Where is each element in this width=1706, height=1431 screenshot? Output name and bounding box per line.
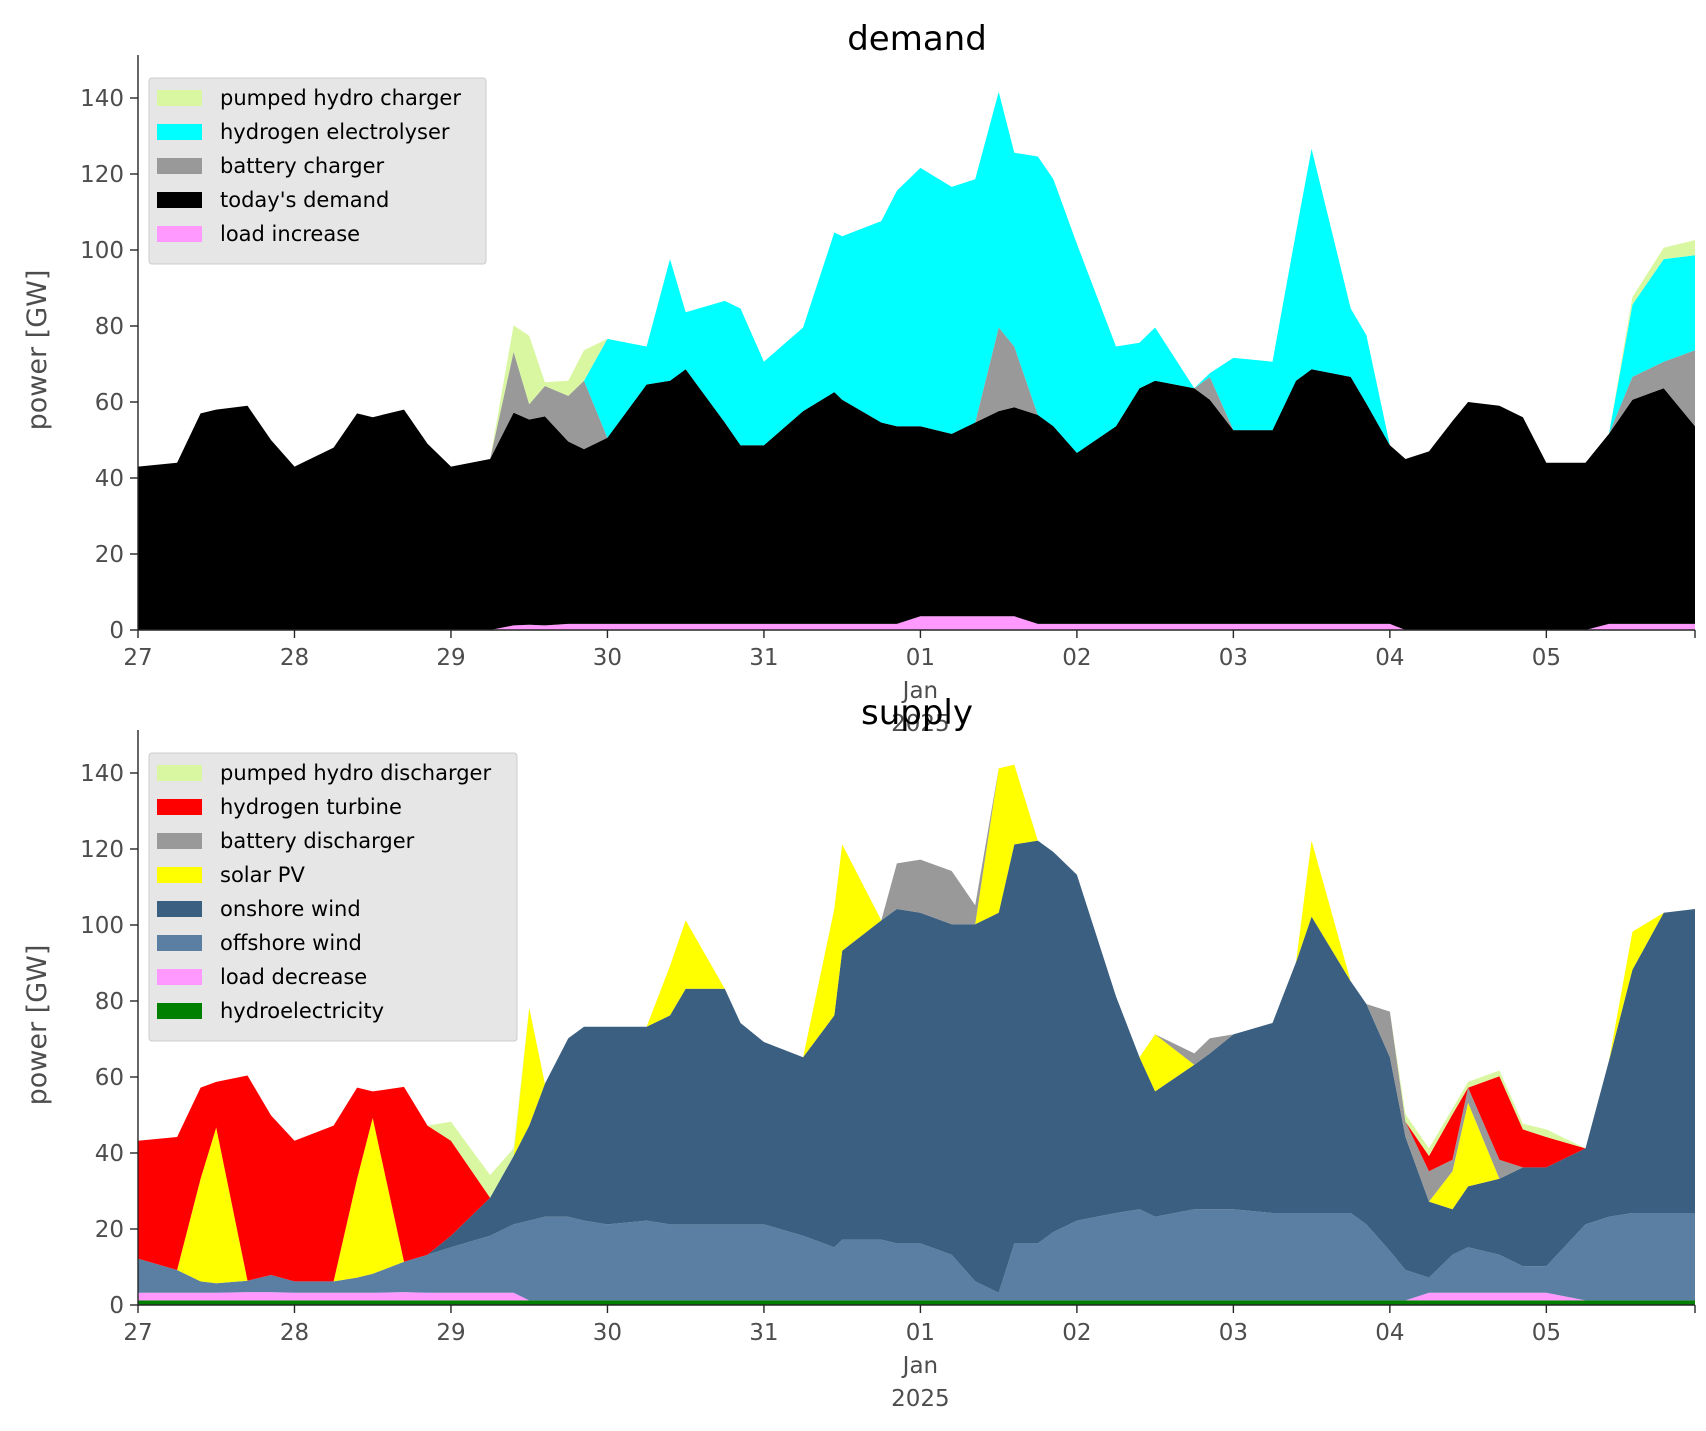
y-tick-label: 40 xyxy=(95,466,124,492)
legend-label-battery-discharger: battery discharger xyxy=(220,829,415,853)
legend-label-load-decrease: load decrease xyxy=(220,965,367,989)
y-tick-label: 20 xyxy=(95,542,124,568)
legend-label-hydroelectricity: hydroelectricity xyxy=(220,999,384,1023)
legend-swatch-pumped-hydro-charger xyxy=(157,90,202,106)
series-area-onshore-wind xyxy=(138,840,1695,1293)
series-area-load-increase xyxy=(138,616,1695,630)
legend-label-hydrogen-electrolyser: hydrogen electrolyser xyxy=(220,120,450,144)
legend-swatch-battery-discharger xyxy=(157,833,202,849)
x-tick-label: 05 xyxy=(1532,645,1561,671)
legend-box xyxy=(148,752,518,1042)
legend-swatch-today-s-demand xyxy=(157,192,202,208)
x-tick-label: 02 xyxy=(1062,1320,1091,1346)
y-tick-label: 100 xyxy=(80,238,124,264)
legend-swatch-offshore-wind xyxy=(157,935,202,951)
y-tick-label: 40 xyxy=(95,1141,124,1167)
legend-label-pumped-hydro-discharger: pumped hydro discharger xyxy=(220,761,491,785)
legend-label-pumped-hydro-charger: pumped hydro charger xyxy=(220,86,461,110)
x-tick-label: 30 xyxy=(593,645,622,671)
area-layer xyxy=(138,764,1695,1305)
x-tick-label: 28 xyxy=(280,1320,309,1346)
series-area-pumped-hydro-charger xyxy=(138,91,1695,467)
legend-box xyxy=(148,77,487,265)
area-layer xyxy=(138,91,1695,630)
y-tick-label: 0 xyxy=(109,1293,124,1319)
y-axis-label: power [GW] xyxy=(22,945,53,1106)
y-tick-label: 0 xyxy=(109,618,124,644)
legend-swatch-load-decrease xyxy=(157,969,202,985)
legend: pumped hydro discharger hydrogen turbine b… xyxy=(148,752,518,1042)
x-tick-label: 02 xyxy=(1062,645,1091,671)
series-area-hydrogen-turbine xyxy=(138,764,1695,1282)
x-tick-label: 29 xyxy=(436,1320,465,1346)
series-area-hydrogen-electrolyser xyxy=(138,91,1695,467)
legend-swatch-pumped-hydro-discharger xyxy=(157,765,202,781)
x-tick-label: 01 xyxy=(906,1320,935,1346)
y-tick-label: 120 xyxy=(80,162,124,188)
y-tick-label: 140 xyxy=(80,86,124,112)
y-tick-label: 60 xyxy=(95,390,124,416)
series-area-battery-discharger xyxy=(138,764,1695,1282)
x-tick-label: 28 xyxy=(280,645,309,671)
x-tick-label: 03 xyxy=(1219,1320,1248,1346)
axes: 0 20 40 60 80 100 120 140 27 28 29 30 31 01 02 03 04 05 Ja… xyxy=(80,55,1696,737)
series-area-offshore-wind xyxy=(138,1209,1695,1301)
chart-title: supply xyxy=(861,693,973,733)
y-tick-label: 60 xyxy=(95,1065,124,1091)
x-tick-sublabel: 2025 xyxy=(891,711,950,737)
y-tick-label: 80 xyxy=(95,989,124,1015)
x-tick-label: 27 xyxy=(123,645,152,671)
legend-swatch-hydroelectricity xyxy=(157,1003,202,1019)
legend-swatch-onshore-wind xyxy=(157,901,202,917)
x-tick-label: 27 xyxy=(123,1320,152,1346)
series-area-hydroelectricity xyxy=(138,1300,1695,1305)
x-tick-sublabel: Jan xyxy=(901,1353,938,1379)
legend-label-onshore-wind: onshore wind xyxy=(220,897,361,921)
legend-label-solar-pv: solar PV xyxy=(220,863,305,887)
y-tick-label: 140 xyxy=(80,761,124,787)
chart-title: demand xyxy=(847,19,987,59)
legend-swatch-battery-charger xyxy=(157,158,202,174)
x-tick-label: 31 xyxy=(749,645,778,671)
legend-swatch-load-increase xyxy=(157,226,202,242)
series-area-solar-pv xyxy=(138,764,1695,1284)
x-tick-label: 03 xyxy=(1219,645,1248,671)
y-tick-label: 100 xyxy=(80,913,124,939)
axes: 0 20 40 60 80 100 120 140 27 28 29 30 31 01 02 03 04 05 Ja… xyxy=(80,730,1696,1412)
y-axis-label: power [GW] xyxy=(22,270,53,431)
y-tick-label: 80 xyxy=(95,314,124,340)
series-area-today-s-demand xyxy=(138,369,1695,630)
legend-swatch-hydrogen-turbine xyxy=(157,799,202,815)
legend: pumped hydro charger hydrogen electrolyse… xyxy=(148,77,487,265)
x-tick-label: 31 xyxy=(749,1320,778,1346)
x-tick-label: 29 xyxy=(436,645,465,671)
legend-label-today-s-demand: today's demand xyxy=(220,188,389,212)
x-tick-label: 05 xyxy=(1532,1320,1561,1346)
x-tick-sublabel: Jan xyxy=(901,678,938,704)
series-area-load-decrease xyxy=(138,1292,1695,1301)
legend-swatch-solar-pv xyxy=(157,867,202,883)
legend-label-battery-charger: battery charger xyxy=(220,154,385,178)
x-tick-label: 04 xyxy=(1375,645,1404,671)
x-tick-sublabel: 2025 xyxy=(891,1386,950,1412)
legend-swatch-hydrogen-electrolyser xyxy=(157,124,202,140)
x-tick-label: 04 xyxy=(1375,1320,1404,1346)
legend-label-load-increase: load increase xyxy=(220,222,360,246)
y-tick-label: 120 xyxy=(80,837,124,863)
x-tick-label: 01 xyxy=(906,645,935,671)
y-tick-label: 20 xyxy=(95,1217,124,1243)
legend-label-hydrogen-turbine: hydrogen turbine xyxy=(220,795,402,819)
x-tick-label: 30 xyxy=(593,1320,622,1346)
legend-label-offshore-wind: offshore wind xyxy=(220,931,362,955)
